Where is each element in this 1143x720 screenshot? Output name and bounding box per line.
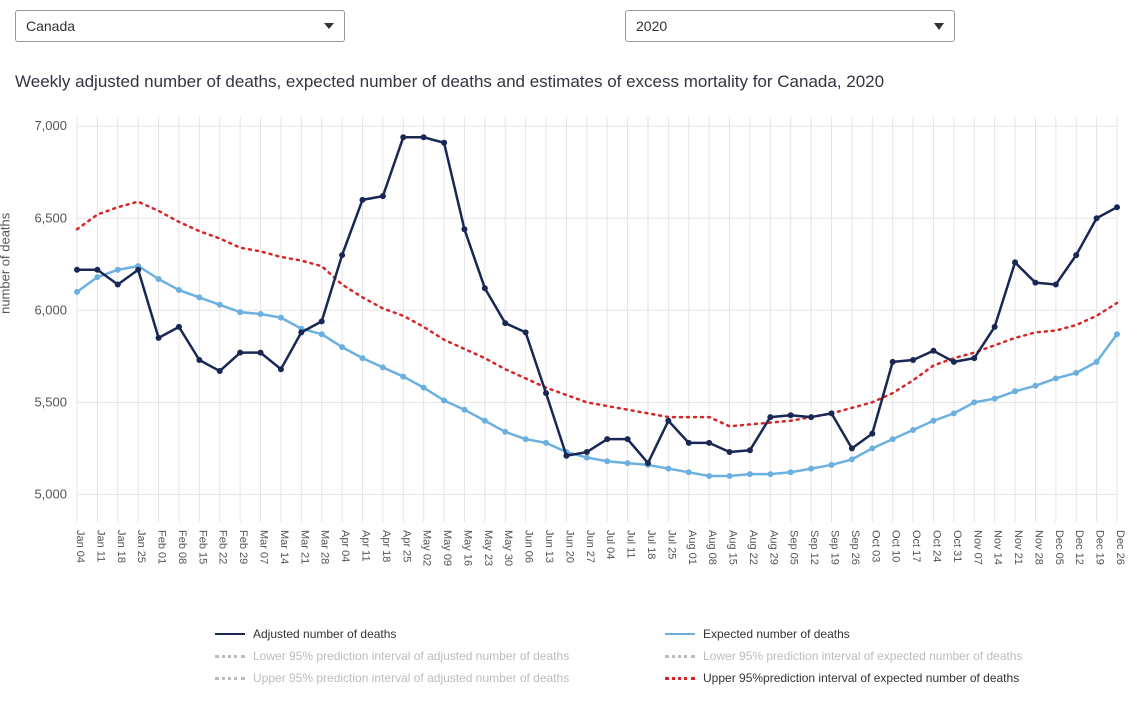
svg-text:Feb 29: Feb 29 bbox=[237, 530, 249, 564]
svg-text:Jul 11: Jul 11 bbox=[625, 530, 637, 559]
svg-text:Sep 05: Sep 05 bbox=[788, 530, 800, 565]
line-chart: 5,000 5,500 6,000 6,500 7,000 Jan 04 Jan 11 Jan… bbox=[15, 112, 1125, 602]
svg-text:Jan 18: Jan 18 bbox=[115, 530, 127, 563]
svg-text:Aug 15: Aug 15 bbox=[727, 530, 739, 565]
svg-text:Apr 04: Apr 04 bbox=[339, 530, 351, 562]
year-select[interactable]: 2020 bbox=[625, 10, 955, 42]
svg-text:Oct 03: Oct 03 bbox=[869, 530, 881, 562]
legend-item[interactable]: Adjusted number of deaths bbox=[215, 627, 645, 641]
svg-text:Sep 12: Sep 12 bbox=[808, 530, 820, 565]
svg-text:Oct 24: Oct 24 bbox=[930, 530, 942, 562]
legend-item[interactable]: Expected number of deaths bbox=[665, 627, 1143, 641]
y-axis-label: number of deaths bbox=[0, 213, 13, 314]
legend-item[interactable]: Lower 95% prediction interval of expecte… bbox=[665, 649, 1143, 663]
svg-text:Jul 25: Jul 25 bbox=[665, 530, 677, 559]
legend-label: Upper 95% prediction interval of adjuste… bbox=[253, 671, 569, 685]
svg-text:Aug 29: Aug 29 bbox=[767, 530, 779, 565]
svg-text:May 16: May 16 bbox=[461, 530, 473, 566]
svg-text:Jun 13: Jun 13 bbox=[543, 530, 555, 563]
legend-swatch bbox=[215, 677, 245, 680]
svg-text:6,500: 6,500 bbox=[34, 210, 67, 225]
legend-swatch bbox=[665, 677, 695, 680]
legend-item[interactable]: Lower 95% prediction interval of adjuste… bbox=[215, 649, 645, 663]
chevron-down-icon bbox=[934, 23, 944, 30]
svg-text:May 02: May 02 bbox=[421, 530, 433, 566]
svg-text:Feb 01: Feb 01 bbox=[156, 530, 168, 564]
year-select-value: 2020 bbox=[636, 18, 667, 34]
svg-text:Feb 22: Feb 22 bbox=[217, 530, 229, 564]
svg-text:Aug 01: Aug 01 bbox=[686, 530, 698, 565]
region-select-value: Canada bbox=[26, 18, 75, 34]
svg-text:5,000: 5,000 bbox=[34, 486, 67, 501]
svg-text:Jun 27: Jun 27 bbox=[584, 530, 596, 563]
svg-text:Mar 21: Mar 21 bbox=[298, 530, 310, 564]
svg-text:May 23: May 23 bbox=[482, 530, 494, 566]
legend-label: Lower 95% prediction interval of adjuste… bbox=[253, 649, 569, 663]
svg-text:5,500: 5,500 bbox=[34, 394, 67, 409]
svg-text:Oct 31: Oct 31 bbox=[951, 530, 963, 562]
svg-text:Oct 17: Oct 17 bbox=[910, 530, 922, 562]
legend-swatch bbox=[665, 633, 695, 635]
svg-text:Feb 08: Feb 08 bbox=[176, 530, 188, 564]
chart-title: Weekly adjusted number of deaths, expect… bbox=[15, 72, 1128, 92]
svg-text:Apr 18: Apr 18 bbox=[380, 530, 392, 562]
svg-text:Jun 06: Jun 06 bbox=[523, 530, 535, 563]
svg-text:6,000: 6,000 bbox=[34, 302, 67, 317]
svg-text:Sep 19: Sep 19 bbox=[829, 530, 841, 565]
svg-text:Dec 26: Dec 26 bbox=[1114, 530, 1125, 565]
legend-label: Upper 95%prediction interval of expected… bbox=[703, 671, 1019, 685]
svg-text:Jul 18: Jul 18 bbox=[645, 530, 657, 559]
svg-text:Mar 07: Mar 07 bbox=[258, 530, 270, 564]
svg-text:Apr 11: Apr 11 bbox=[359, 530, 371, 562]
legend-item[interactable]: Upper 95% prediction interval of adjuste… bbox=[215, 671, 645, 685]
svg-text:Nov 14: Nov 14 bbox=[992, 530, 1004, 565]
chevron-down-icon bbox=[324, 23, 334, 29]
svg-text:May 09: May 09 bbox=[441, 530, 453, 566]
legend-label: Expected number of deaths bbox=[703, 627, 850, 641]
svg-text:Nov 28: Nov 28 bbox=[1032, 530, 1044, 565]
region-select[interactable]: Canada bbox=[15, 10, 345, 42]
legend: Adjusted number of deaths Expected number… bbox=[15, 627, 1128, 685]
svg-text:Dec 05: Dec 05 bbox=[1053, 530, 1065, 565]
svg-text:Mar 28: Mar 28 bbox=[319, 530, 331, 564]
svg-text:Dec 19: Dec 19 bbox=[1094, 530, 1106, 565]
svg-text:Oct 10: Oct 10 bbox=[890, 530, 902, 562]
svg-text:Jul 04: Jul 04 bbox=[604, 530, 616, 559]
svg-text:Jan 11: Jan 11 bbox=[94, 530, 106, 562]
svg-text:Jun 20: Jun 20 bbox=[563, 530, 575, 563]
svg-text:Mar 14: Mar 14 bbox=[278, 530, 290, 564]
legend-item[interactable]: Upper 95%prediction interval of expected… bbox=[665, 671, 1143, 685]
legend-swatch bbox=[215, 633, 245, 635]
svg-text:7,000: 7,000 bbox=[34, 118, 67, 133]
svg-text:Nov 21: Nov 21 bbox=[1012, 530, 1024, 565]
legend-label: Lower 95% prediction interval of expecte… bbox=[703, 649, 1023, 663]
svg-text:Aug 08: Aug 08 bbox=[706, 530, 718, 565]
legend-swatch bbox=[215, 655, 245, 658]
svg-text:Jan 25: Jan 25 bbox=[135, 530, 147, 563]
legend-label: Adjusted number of deaths bbox=[253, 627, 396, 641]
svg-text:Jan 04: Jan 04 bbox=[74, 530, 86, 563]
svg-text:Dec 12: Dec 12 bbox=[1073, 530, 1085, 565]
svg-text:Apr 25: Apr 25 bbox=[400, 530, 412, 562]
svg-text:Sep 26: Sep 26 bbox=[849, 530, 861, 565]
chart-area: number of deaths 5,0005,5006,0006,5007,0… bbox=[15, 112, 1128, 602]
svg-text:May 30: May 30 bbox=[502, 530, 514, 566]
svg-text:Nov 07: Nov 07 bbox=[971, 530, 983, 565]
legend-swatch bbox=[665, 655, 695, 658]
svg-text:Feb 15: Feb 15 bbox=[196, 530, 208, 564]
controls-row: Canada 2020 bbox=[15, 10, 1128, 42]
svg-text:Aug 22: Aug 22 bbox=[747, 530, 759, 565]
